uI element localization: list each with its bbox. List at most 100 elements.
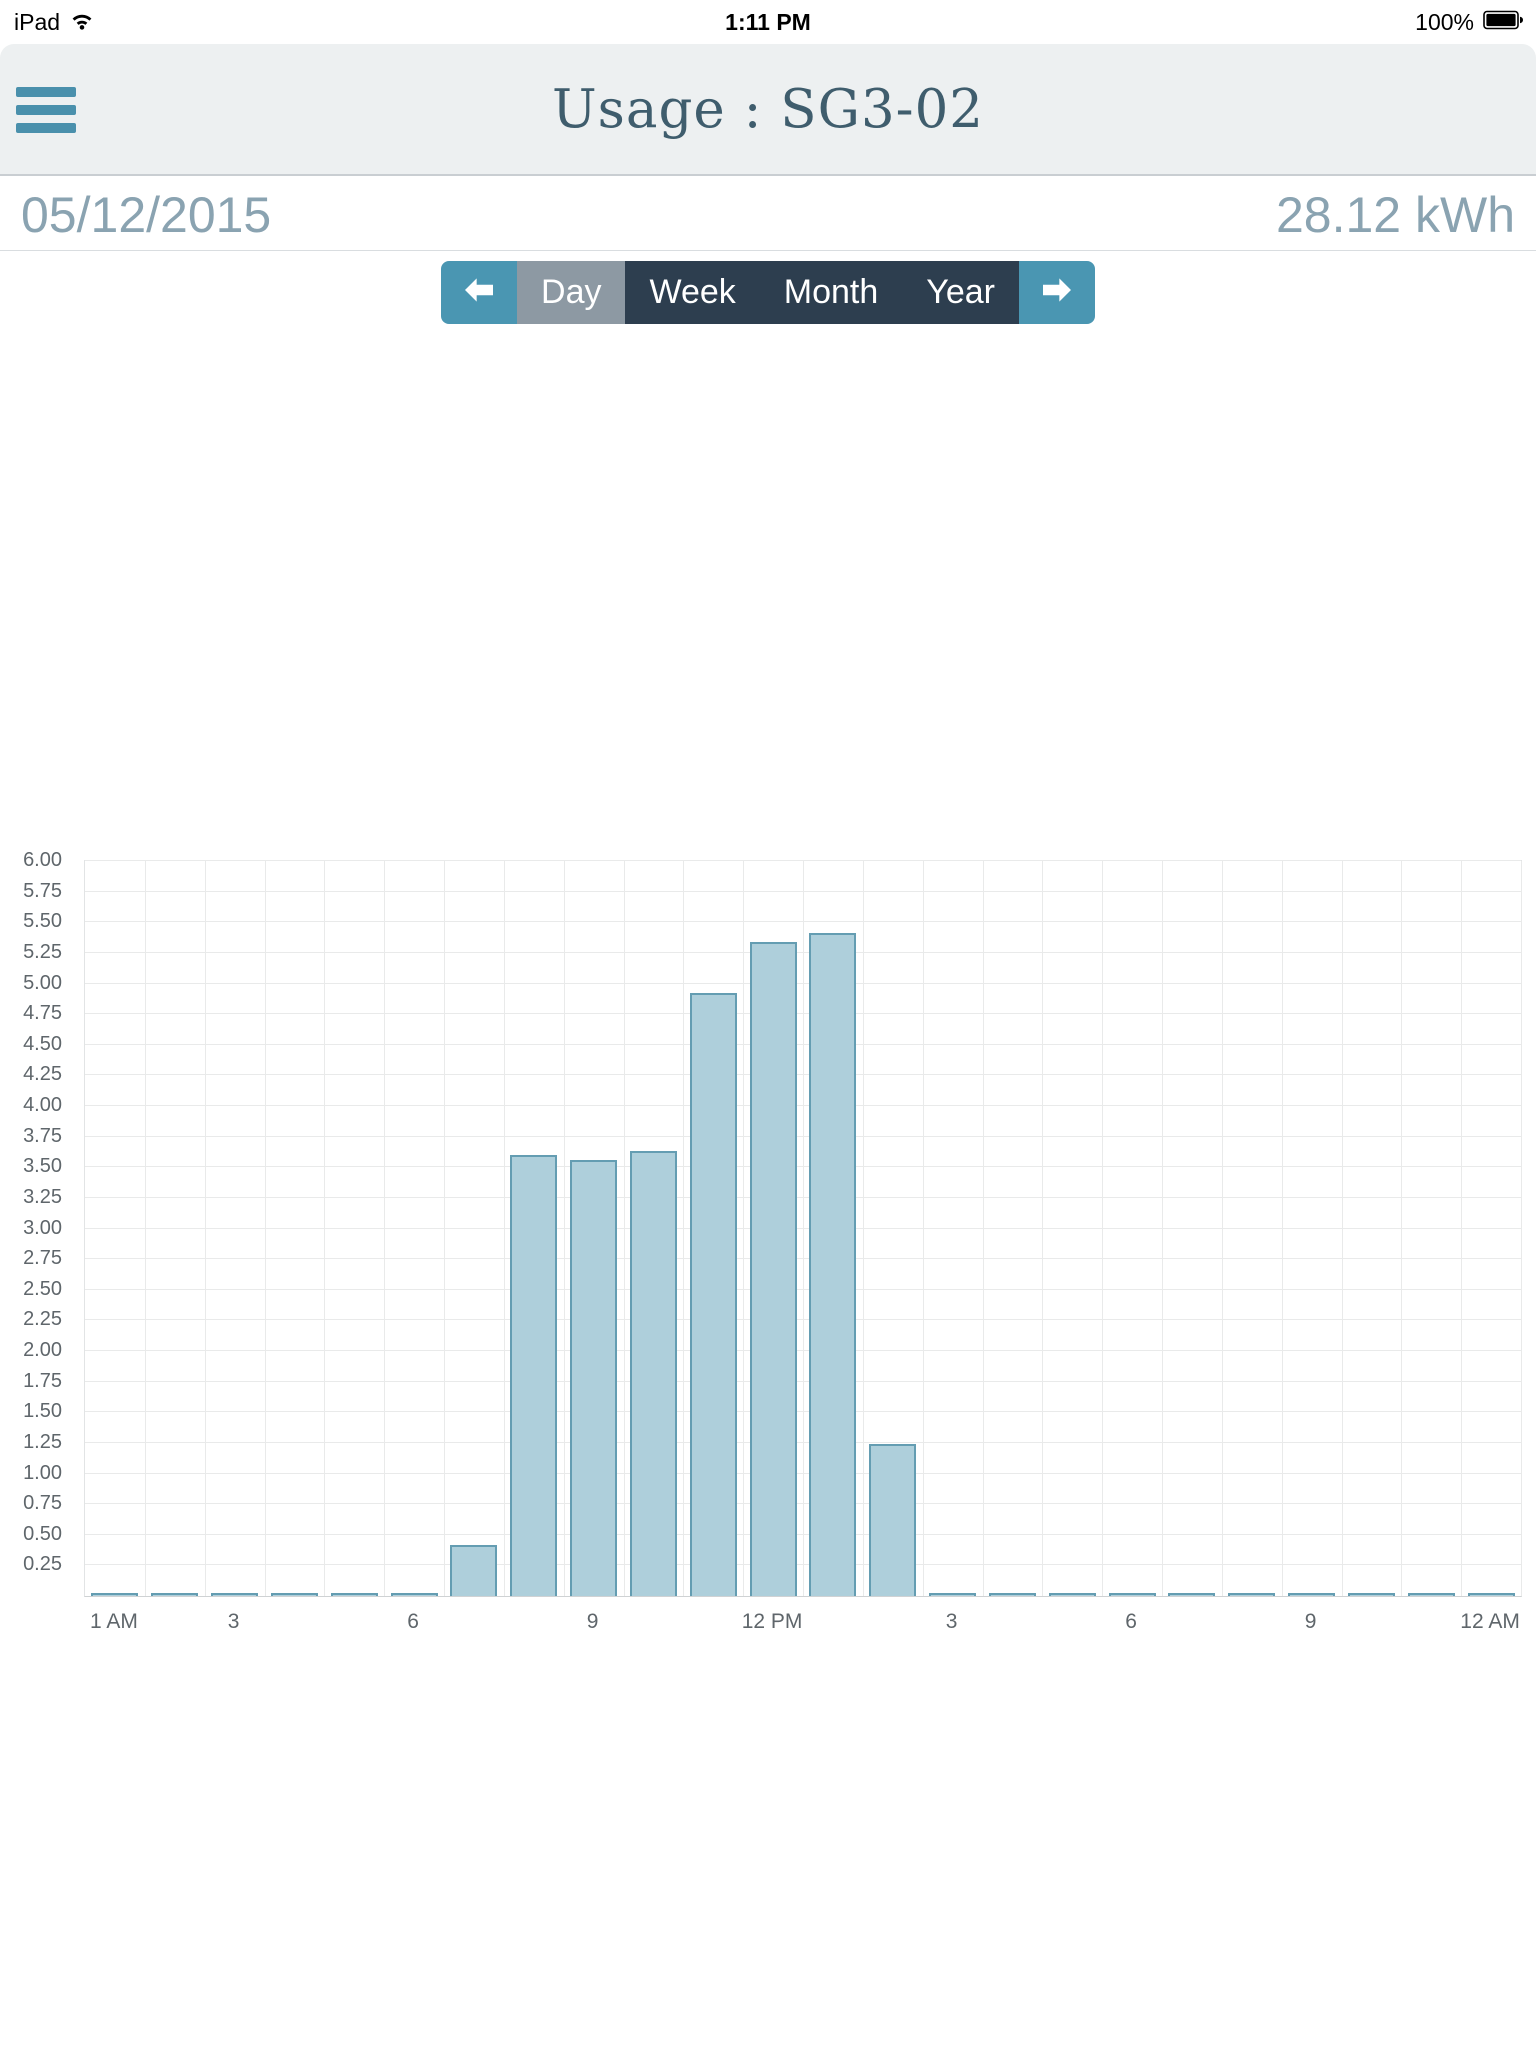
usage-bar[interactable] — [1467, 1593, 1515, 1596]
y-tick-label: 3.25 — [23, 1185, 62, 1208]
left-arrow-icon — [463, 276, 495, 309]
gridline — [1221, 861, 1223, 1596]
usage-bar[interactable] — [270, 1593, 318, 1596]
gridline — [623, 861, 625, 1596]
usage-bar[interactable] — [1407, 1593, 1455, 1596]
x-tick-label: 9 — [1304, 1610, 1317, 1633]
y-tick-label: 1.00 — [23, 1461, 62, 1484]
y-tick-label: 5.25 — [23, 940, 62, 963]
hamburger-icon — [16, 87, 76, 133]
status-bar: iPad 1:11 PM 100% — [0, 0, 1536, 44]
gridline — [264, 861, 266, 1596]
gridline — [862, 861, 864, 1596]
status-bar-right: 100% — [1415, 0, 1524, 44]
usage-bar[interactable] — [929, 1593, 977, 1596]
y-tick-label: 1.50 — [23, 1400, 62, 1423]
prev-period-button[interactable] — [441, 261, 518, 324]
segment-day[interactable]: Day — [517, 261, 626, 324]
menu-button[interactable] — [16, 87, 76, 133]
date-label: 05/12/2015 — [21, 187, 272, 243]
gridline — [982, 861, 984, 1596]
right-arrow-icon — [1041, 276, 1073, 309]
plot-area — [84, 860, 1522, 1597]
usage-bar[interactable] — [1347, 1593, 1395, 1596]
usage-bar[interactable] — [1048, 1593, 1096, 1596]
gridline — [85, 860, 1521, 861]
y-axis: 0.25 0.50 0.75 1.00 1.25 1.50 1.75 2.00 2.25 2.50… — [0, 849, 72, 1595]
x-tick-label: 12 PM — [741, 1610, 803, 1633]
segment-group: Week Month Year — [625, 261, 1019, 324]
carrier-label: iPad — [14, 8, 61, 35]
usage-bar[interactable] — [211, 1593, 259, 1596]
usage-bar[interactable] — [689, 993, 737, 1596]
gridline — [1461, 861, 1463, 1596]
y-tick-label: 2.50 — [23, 1277, 62, 1300]
y-tick-label: 0.75 — [23, 1492, 62, 1515]
gridline — [1162, 861, 1163, 1596]
y-tick-label: 1.75 — [23, 1369, 62, 1392]
gridline — [1341, 861, 1343, 1596]
usage-bar[interactable] — [510, 1155, 558, 1596]
y-tick-label: 0.25 — [23, 1553, 62, 1576]
y-tick-label: 4.00 — [23, 1094, 62, 1116]
y-tick-label: 4.50 — [23, 1032, 62, 1055]
x-tick-label: 9 — [586, 1610, 599, 1633]
y-tick-label: 2.00 — [23, 1339, 62, 1361]
gridline — [743, 861, 745, 1596]
clock-label: 1:11 PM — [725, 8, 811, 35]
y-tick-label: 4.25 — [23, 1063, 62, 1086]
x-tick-label: 6 — [1125, 1610, 1137, 1633]
y-tick-label: 5.50 — [23, 910, 62, 933]
usage-bar[interactable] — [570, 1159, 618, 1596]
navigation-bar: Usage : SG3-02 — [0, 44, 1536, 176]
y-tick-label: 2.75 — [23, 1247, 62, 1270]
y-tick-label: 3.75 — [23, 1124, 62, 1147]
gridline — [204, 861, 206, 1596]
next-period-button[interactable] — [1018, 261, 1095, 324]
usage-bar[interactable] — [1108, 1593, 1156, 1596]
usage-bar[interactable] — [1228, 1593, 1276, 1596]
usage-bar[interactable] — [988, 1593, 1036, 1596]
section-divider — [0, 250, 1536, 251]
usage-bar[interactable] — [749, 941, 797, 1596]
usage-bar[interactable] — [869, 1444, 917, 1596]
y-tick-label: 2.25 — [23, 1308, 62, 1331]
gridline — [1521, 861, 1522, 1596]
wifi-icon — [69, 9, 95, 36]
y-tick-label: 3.00 — [23, 1216, 62, 1239]
usage-bar[interactable] — [629, 1151, 677, 1596]
usage-bar[interactable] — [330, 1593, 378, 1596]
x-axis: 1 AM 3 6 9 12 PM 3 6 9 12 AM — [84, 1604, 1520, 1636]
gridline — [803, 861, 804, 1596]
x-tick-label: 1 AM — [89, 1610, 138, 1633]
usage-bar[interactable] — [1168, 1593, 1216, 1596]
usage-bar[interactable] — [91, 1593, 139, 1596]
usage-bar[interactable] — [1288, 1593, 1336, 1596]
segment-month[interactable]: Month — [783, 273, 879, 311]
gridline — [683, 861, 685, 1596]
total-usage-label: 28.12 kWh — [1275, 187, 1515, 243]
y-tick-label: 3.50 — [23, 1155, 62, 1178]
gridline — [1102, 861, 1104, 1596]
segment-week[interactable]: Week — [649, 273, 736, 311]
gridline — [1281, 861, 1283, 1596]
gridline — [922, 861, 924, 1596]
segment-year[interactable]: Year — [926, 273, 995, 311]
segmented-control-row: Day Week Month Year — [0, 261, 1536, 324]
x-tick-label: 6 — [407, 1610, 419, 1633]
gridline — [1042, 861, 1044, 1596]
usage-bar[interactable] — [151, 1593, 199, 1596]
period-segmented-control: Day Week Month Year — [441, 261, 1095, 324]
y-tick-label: 4.75 — [23, 1002, 62, 1025]
gridline — [444, 861, 445, 1596]
gridline — [563, 861, 565, 1596]
usage-bar[interactable] — [809, 933, 857, 1596]
gridline — [384, 861, 386, 1596]
usage-bar[interactable] — [450, 1544, 498, 1596]
gridline — [144, 861, 146, 1596]
usage-bar[interactable] — [390, 1593, 438, 1596]
y-tick-label: 5.00 — [23, 971, 62, 994]
y-tick-label: 6.00 — [23, 849, 62, 871]
x-tick-label: 3 — [227, 1610, 240, 1633]
